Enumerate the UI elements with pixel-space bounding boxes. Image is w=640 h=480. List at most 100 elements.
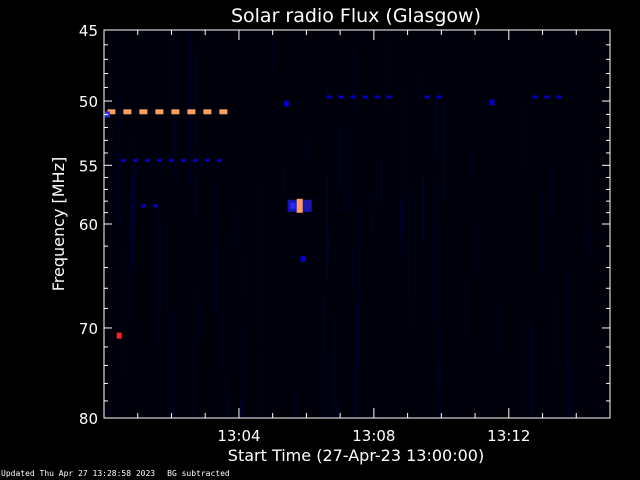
background-streak — [174, 116, 176, 209]
background-streak — [400, 201, 402, 236]
axis-ticks: 45 50 55 60 70 80 13:04 13:08 13:12 — [79, 22, 610, 445]
background-streak — [520, 318, 522, 418]
background-streak — [336, 405, 338, 418]
signal-dash — [156, 158, 162, 162]
signal-dash — [203, 109, 212, 115]
background-streak — [541, 190, 543, 273]
background-streak — [401, 189, 404, 255]
background-streak — [189, 31, 192, 186]
signal-dash — [216, 158, 222, 162]
y-tick-label: 55 — [79, 157, 98, 175]
background-streak — [219, 249, 221, 368]
background-streak — [241, 327, 243, 418]
background-streak — [191, 338, 193, 418]
background-streak — [551, 397, 553, 418]
signal-dash — [171, 109, 180, 115]
background-streak — [335, 244, 337, 409]
background-streak — [358, 202, 360, 364]
signal-dash — [362, 95, 368, 99]
background-streak — [339, 127, 341, 273]
background-streak — [473, 220, 475, 278]
background-streak — [173, 310, 175, 418]
background-streak — [514, 268, 517, 375]
y-axis-label: Frequency [MHz] — [49, 157, 68, 291]
signal-dash — [436, 95, 442, 99]
background-streak — [190, 44, 192, 78]
background-streak — [272, 40, 274, 71]
signal-dash — [155, 109, 164, 115]
background-streak — [244, 166, 246, 239]
spectrogram-background — [104, 30, 610, 418]
signal-dash — [141, 204, 147, 208]
background-streak — [400, 286, 402, 385]
background-streak — [173, 34, 175, 175]
background-streak — [433, 181, 435, 322]
y-tick-label: 80 — [79, 410, 98, 428]
signal-dash — [350, 95, 356, 99]
background-streak — [198, 285, 200, 343]
signal-spot — [283, 100, 289, 107]
background-streak — [419, 63, 421, 148]
signal-dash — [374, 95, 380, 99]
background-streak — [522, 99, 524, 175]
background-streak — [424, 183, 426, 339]
background-streak — [412, 179, 414, 213]
signal-dash — [424, 95, 430, 99]
background-streak — [194, 49, 196, 220]
signal-dash — [107, 109, 116, 115]
background-streak — [422, 173, 424, 242]
footer: Updated Thu Apr 27 13:28:58 2023 BG subtr… — [1, 469, 242, 479]
background-streak — [417, 68, 419, 103]
background-streak — [134, 129, 136, 230]
background-streak — [199, 148, 201, 173]
background-streak — [338, 90, 340, 188]
background-streak — [354, 50, 356, 115]
background-streak — [554, 250, 557, 285]
background-streak — [129, 190, 132, 319]
background-streak — [443, 91, 445, 201]
background-streak — [551, 163, 554, 224]
signal-dash — [153, 204, 159, 208]
signal-dash — [219, 109, 228, 115]
background-streak — [162, 157, 164, 194]
signal-dash — [139, 109, 148, 115]
background-streak — [233, 214, 235, 249]
background-streak — [384, 39, 386, 112]
background-streak — [112, 125, 114, 165]
background-streak — [508, 189, 511, 224]
background-streak — [349, 127, 351, 212]
background-streak — [332, 316, 334, 391]
y-tick-label: 45 — [79, 22, 98, 40]
signal-dash — [192, 158, 198, 162]
spectrogram-features — [104, 95, 562, 339]
background-streak — [469, 154, 472, 179]
background-streak — [244, 257, 246, 299]
signal-spot — [489, 99, 495, 106]
background-streak — [335, 368, 337, 418]
signal-spot — [300, 256, 306, 262]
signal-dash — [132, 158, 138, 162]
background-streak — [355, 302, 357, 418]
background-streak — [588, 266, 590, 340]
background-streak — [497, 298, 499, 352]
background-streak — [262, 347, 264, 418]
background-streak — [327, 59, 329, 235]
background-streak — [375, 138, 377, 214]
background-streak — [120, 248, 122, 382]
signal-dash — [123, 109, 132, 115]
signal-dash — [120, 158, 126, 162]
background-streak — [331, 365, 334, 418]
background-streak — [321, 301, 323, 418]
background-streak — [279, 274, 281, 310]
background-streak — [295, 387, 297, 418]
background-streak — [568, 270, 570, 417]
signal-dash — [338, 95, 344, 99]
chart-title: Solar radio Flux (Glasgow) — [231, 5, 481, 27]
background-streak — [159, 222, 161, 310]
background-streak — [465, 278, 468, 341]
background-streak — [438, 223, 440, 389]
background-streak — [585, 156, 587, 247]
signal-dash — [204, 158, 210, 162]
x-tick-label: 13:08 — [352, 427, 395, 445]
